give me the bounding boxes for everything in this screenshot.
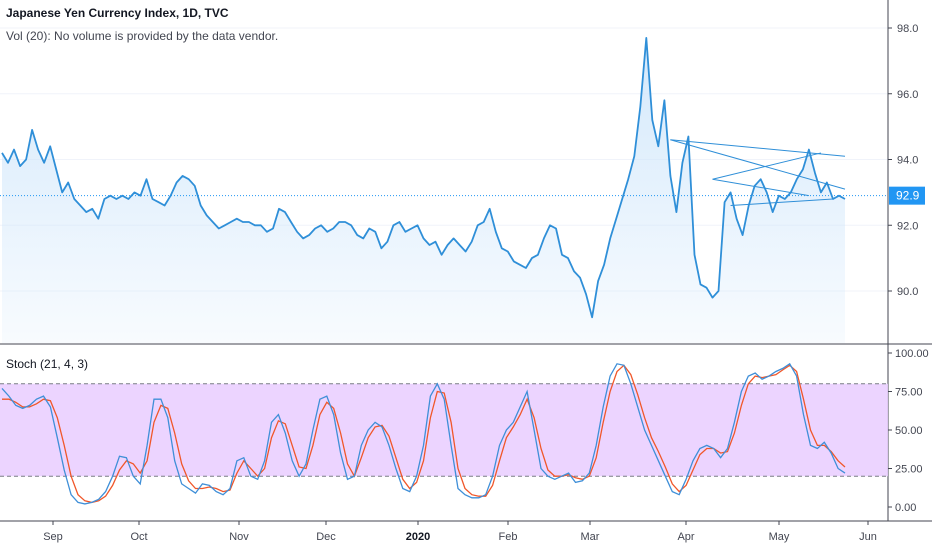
trend-line-3[interactable] — [712, 152, 822, 180]
price-tick-label: 92.0 — [897, 220, 918, 232]
volume-note: Vol (20): No volume is provided by the d… — [6, 29, 279, 43]
trend-line-5[interactable] — [730, 198, 833, 207]
price-tick-label: 94.0 — [897, 155, 918, 167]
price-tick-label: 96.0 — [897, 89, 918, 101]
price-area-fill — [2, 37, 845, 344]
time-tick-label: 2020 — [406, 531, 430, 543]
time-tick-label: May — [769, 531, 790, 543]
stoch-tick-label: 25.00 — [895, 464, 923, 476]
time-tick-label: Jun — [859, 531, 877, 543]
stoch-label: Stoch (21, 4, 3) — [6, 357, 89, 371]
time-tick-label: Sep — [43, 531, 63, 543]
stoch-k-line[interactable] — [1, 362, 846, 505]
trend-line-1[interactable] — [670, 139, 846, 157]
stoch-tick-label: 50.00 — [895, 425, 923, 437]
trend-line-2[interactable] — [670, 139, 846, 190]
stoch-tick-label: 75.00 — [895, 387, 923, 399]
time-tick-label: Nov — [229, 531, 249, 543]
time-tick-label: Feb — [499, 531, 518, 543]
price-tick-label: 98.0 — [897, 23, 918, 35]
last-price-badge — [889, 186, 925, 205]
price-line[interactable] — [1, 37, 846, 319]
chart-title: Japanese Yen Currency Index, 1D, TVC — [6, 6, 229, 20]
time-tick-label: Apr — [677, 531, 694, 543]
time-tick-label: Oct — [130, 531, 147, 543]
price-tick-label: 90.0 — [897, 286, 918, 298]
trend-line-4[interactable] — [712, 178, 809, 197]
stoch-tick-label: 0.00 — [895, 502, 916, 514]
time-tick-label: Dec — [316, 531, 336, 543]
time-tick-label: Mar — [581, 531, 600, 543]
stoch-tick-label: 100.00 — [895, 348, 929, 360]
last-price-label: 92.9 — [896, 189, 920, 203]
